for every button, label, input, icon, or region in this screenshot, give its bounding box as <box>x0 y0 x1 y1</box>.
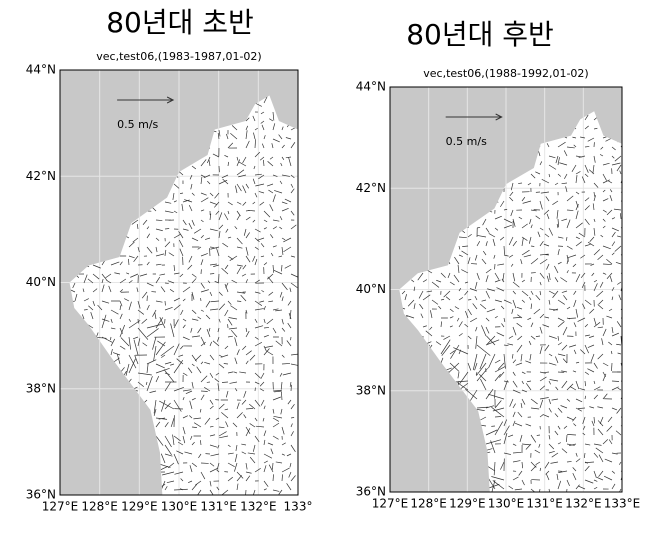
panel-title: 80년대 초반 <box>106 6 254 39</box>
x-tick-label: 133°E <box>604 497 641 511</box>
y-tick-label: 40°N <box>356 282 386 296</box>
y-tick-label: 44°N <box>26 63 56 77</box>
y-tick-label: 38°N <box>26 381 56 395</box>
panel: 80년대 초반 vec,test06,(1983-1987,01-02) 127°E… <box>26 6 313 514</box>
y-tick-label: 42°N <box>356 181 386 195</box>
y-tick-label: 44°N <box>356 80 386 94</box>
panel: 80년대 후반 vec,test06,(1988-1992,01-02) 127°E… <box>356 18 641 511</box>
x-tick-label: 132°E <box>565 497 602 511</box>
x-tick-label: 130°E <box>161 500 198 514</box>
x-tick-label: 131°E <box>526 497 563 511</box>
y-tick-label: 36°N <box>356 485 386 499</box>
x-tick-label: 131°E <box>200 500 237 514</box>
y-tick-label: 40°N <box>26 275 56 289</box>
y-tick-label: 36°N <box>26 488 56 502</box>
panel-subtitle: vec,test06,(1983-1987,01-02) <box>96 50 261 63</box>
x-tick-label: 130°E <box>488 497 525 511</box>
x-tick-label: 128°E <box>410 497 447 511</box>
x-tick-label: 133° <box>284 500 313 514</box>
scale-label: 0.5 m/s <box>117 118 158 131</box>
x-tick-label: 128°E <box>81 500 118 514</box>
panel-subtitle: vec,test06,(1988-1992,01-02) <box>423 67 588 80</box>
y-tick-label: 38°N <box>356 383 386 397</box>
panel-title: 80년대 후반 <box>406 18 554 51</box>
x-tick-label: 127°E <box>372 497 409 511</box>
x-tick-label: 132°E <box>240 500 277 514</box>
scale-label: 0.5 m/s <box>446 135 487 148</box>
x-tick-label: 127°E <box>42 500 79 514</box>
y-tick-label: 42°N <box>26 169 56 183</box>
x-tick-label: 129°E <box>449 497 486 511</box>
x-tick-label: 129°E <box>121 500 158 514</box>
